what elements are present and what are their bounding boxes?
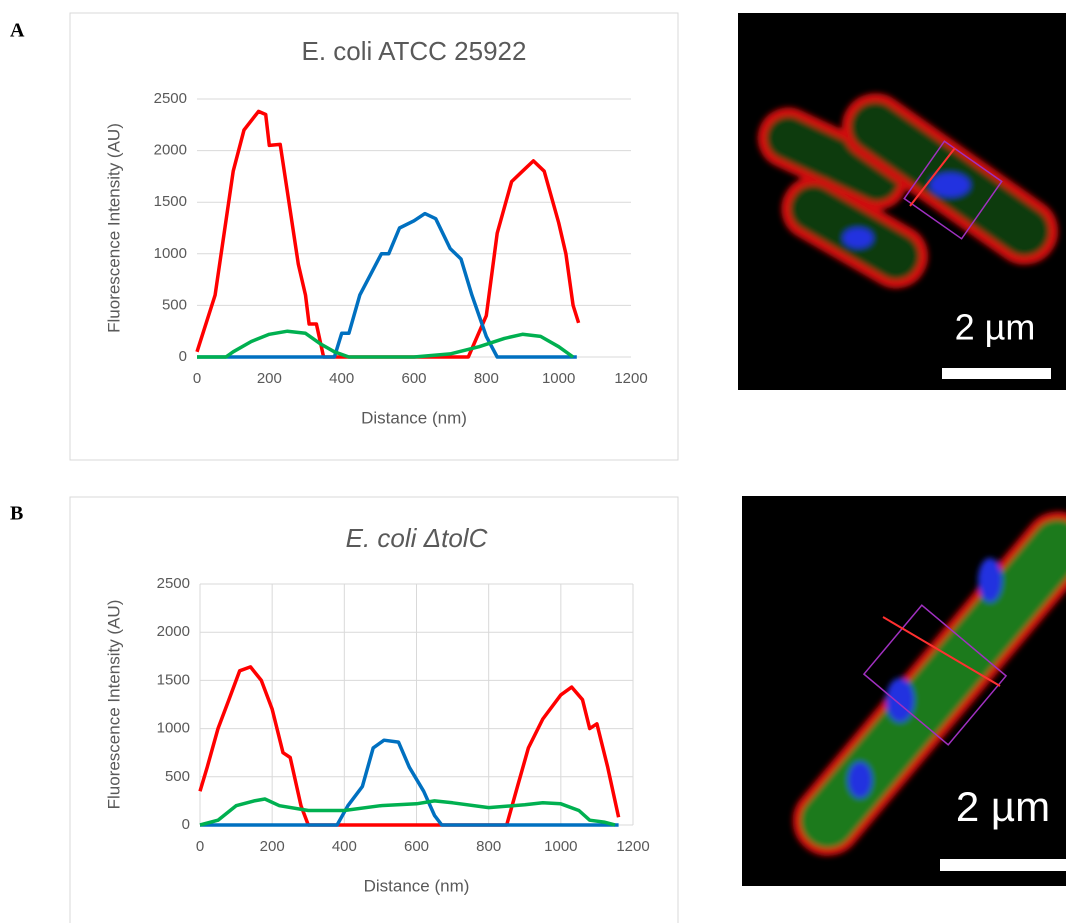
x-tick-label: 200 bbox=[260, 838, 285, 855]
y-tick-label: 500 bbox=[165, 768, 190, 785]
x-tick-label: 1200 bbox=[616, 838, 649, 855]
panel-label: A bbox=[10, 20, 25, 42]
x-tick-label: 400 bbox=[329, 370, 354, 387]
data-line bbox=[195, 109, 581, 359]
y-axis-title: Fluorescence Intensity (AU) bbox=[104, 600, 123, 810]
y-tick-label: 2000 bbox=[157, 623, 190, 640]
y-tick-label: 500 bbox=[162, 296, 187, 313]
data-line bbox=[199, 797, 616, 827]
panel-label: B bbox=[10, 503, 23, 525]
y-tick-label: 1500 bbox=[154, 193, 187, 210]
x-tick-label: 600 bbox=[404, 838, 429, 855]
x-tick-label: 1200 bbox=[614, 370, 647, 387]
y-tick-label: 2000 bbox=[154, 142, 187, 159]
y-tick-label: 1000 bbox=[154, 245, 187, 262]
y-axis-title: Fluorescence Intensity (AU) bbox=[104, 123, 123, 333]
y-tick-label: 2500 bbox=[154, 90, 187, 107]
chart-frame bbox=[69, 12, 679, 461]
data-line bbox=[197, 211, 577, 359]
x-tick-label: 1000 bbox=[544, 838, 577, 855]
micrograph bbox=[742, 496, 1066, 886]
y-tick-label: 0 bbox=[179, 348, 187, 365]
scale-bar-label: 2 µm bbox=[955, 307, 1036, 348]
y-tick-label: 2500 bbox=[157, 575, 190, 592]
chart-title: E. coli ΔtolC bbox=[346, 523, 488, 553]
chart-title: E. coli ATCC 25922 bbox=[302, 36, 527, 66]
y-tick-label: 0 bbox=[182, 816, 190, 833]
x-axis-title: Distance (nm) bbox=[364, 876, 470, 895]
x-tick-label: 800 bbox=[474, 370, 499, 387]
x-tick-label: 200 bbox=[257, 370, 282, 387]
x-tick-label: 400 bbox=[332, 838, 357, 855]
x-tick-label: 0 bbox=[196, 838, 204, 855]
chart-frame bbox=[69, 496, 679, 923]
x-axis-title: Distance (nm) bbox=[361, 408, 467, 427]
x-tick-label: 0 bbox=[193, 370, 201, 387]
x-tick-label: 800 bbox=[476, 838, 501, 855]
scale-bar-label: 2 µm bbox=[956, 783, 1050, 830]
micrograph bbox=[738, 13, 1066, 390]
data-line bbox=[197, 329, 575, 359]
y-tick-label: 1500 bbox=[157, 671, 190, 688]
y-tick-label: 1000 bbox=[157, 720, 190, 737]
x-tick-label: 600 bbox=[401, 370, 426, 387]
x-tick-label: 1000 bbox=[542, 370, 575, 387]
